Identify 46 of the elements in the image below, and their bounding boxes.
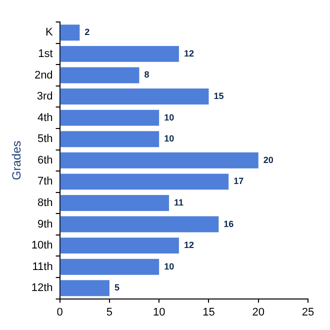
data-label: 17: [234, 176, 244, 186]
data-label: 12: [184, 48, 194, 58]
y-tick-label: 8th: [38, 197, 53, 210]
y-tick-label: 9th: [38, 218, 53, 230]
y-tick-label: 10th: [31, 240, 53, 252]
data-label: 16: [224, 218, 234, 229]
y-tick-label: 11th: [32, 260, 53, 273]
bar: [60, 195, 170, 211]
bar: [60, 216, 219, 232]
x-tick-label: 15: [202, 306, 215, 318]
x-tick-label: 25: [302, 306, 314, 318]
bar: [60, 24, 80, 41]
x-tick-label: 5: [106, 306, 113, 318]
data-label: 2: [84, 27, 90, 38]
bar: [60, 152, 258, 168]
data-label: 5: [114, 282, 120, 293]
y-axis-title: Grades: [10, 140, 24, 180]
y-tick-label: 2nd: [34, 69, 53, 82]
x-tick-label: 0: [56, 306, 63, 318]
bar: [60, 88, 209, 105]
data-label: 8: [144, 70, 150, 80]
bar: [60, 131, 160, 148]
data-label: 10: [164, 261, 174, 272]
bar: [60, 238, 179, 254]
bar: [60, 174, 229, 190]
data-label: 11: [174, 197, 184, 208]
bar: [60, 46, 179, 62]
y-tick-label: 6th: [38, 154, 53, 166]
bar: [60, 258, 160, 275]
data-label: 12: [184, 240, 194, 250]
bar: [60, 280, 110, 296]
bar: [60, 110, 160, 126]
data-label: 20: [263, 154, 274, 165]
x-tick-label: 10: [152, 306, 166, 318]
data-label: 15: [214, 91, 224, 102]
data-label: 10: [164, 112, 174, 122]
y-tick-label: 3rd: [36, 90, 53, 103]
y-tick-label: 12th: [31, 282, 53, 294]
y-tick-label: 7th: [38, 176, 53, 188]
y-tick-label: 1st: [38, 48, 53, 60]
x-tick-label: 20: [252, 306, 264, 318]
y-tick-label: K: [45, 26, 54, 39]
y-tick-label: 4th: [38, 112, 53, 124]
y-tick-label: 5th: [38, 133, 53, 146]
data-label: 10: [164, 134, 174, 144]
bar: [60, 67, 140, 84]
